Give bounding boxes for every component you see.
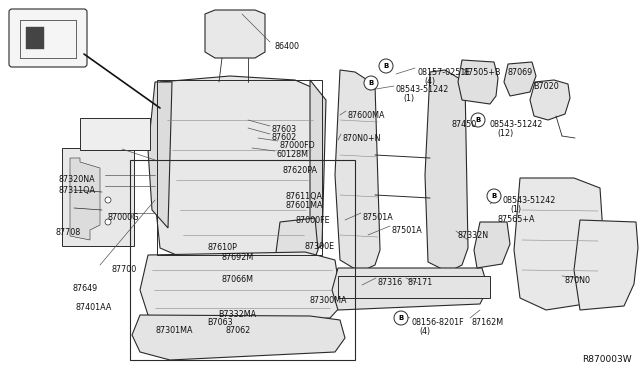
Polygon shape — [530, 80, 570, 120]
Polygon shape — [148, 82, 172, 228]
Text: 87320NA: 87320NA — [58, 175, 95, 184]
Text: R870003W: R870003W — [582, 355, 632, 364]
Text: B: B — [369, 80, 374, 86]
Polygon shape — [332, 268, 488, 310]
Polygon shape — [574, 220, 638, 310]
Text: 87501A: 87501A — [392, 226, 423, 235]
Circle shape — [471, 113, 485, 127]
Text: (4): (4) — [419, 327, 430, 336]
Polygon shape — [155, 76, 322, 260]
Text: B: B — [398, 315, 404, 321]
Text: 87062: 87062 — [225, 326, 250, 335]
Text: B: B — [476, 117, 481, 123]
FancyBboxPatch shape — [9, 9, 87, 67]
Text: 08543-51242: 08543-51242 — [490, 120, 543, 129]
Text: 87000G: 87000G — [107, 213, 138, 222]
Text: 87700: 87700 — [111, 265, 136, 274]
Bar — [62, 148, 134, 246]
Text: 87602: 87602 — [272, 133, 297, 142]
Text: 08543-51242: 08543-51242 — [396, 85, 449, 94]
Polygon shape — [132, 315, 345, 360]
Text: 87601MA: 87601MA — [286, 201, 323, 210]
Text: 87000FE: 87000FE — [296, 216, 331, 225]
Circle shape — [487, 189, 501, 203]
Bar — [130, 160, 355, 360]
Text: (1): (1) — [510, 205, 521, 214]
Polygon shape — [140, 252, 342, 325]
Text: 87620PA: 87620PA — [283, 166, 318, 175]
Circle shape — [364, 76, 378, 90]
Text: B: B — [383, 63, 388, 69]
Polygon shape — [275, 218, 318, 275]
Text: 87610P: 87610P — [207, 243, 237, 252]
Polygon shape — [310, 80, 326, 255]
Text: 87000FD: 87000FD — [280, 141, 316, 150]
Circle shape — [379, 59, 393, 73]
Circle shape — [394, 311, 408, 325]
Text: B7332MA: B7332MA — [218, 310, 256, 319]
Text: 87565+A: 87565+A — [498, 215, 536, 224]
Text: 87692M: 87692M — [222, 253, 254, 262]
Text: 87162M: 87162M — [472, 318, 504, 327]
Bar — [338, 276, 490, 298]
Text: 87300MA: 87300MA — [310, 296, 348, 305]
Text: 870N0+N: 870N0+N — [343, 134, 381, 143]
Text: 870N0: 870N0 — [565, 276, 591, 285]
Text: B: B — [492, 193, 497, 199]
Text: 87401AA: 87401AA — [75, 303, 111, 312]
Text: 87171: 87171 — [408, 278, 433, 287]
Text: (4): (4) — [424, 77, 435, 86]
Text: 87311QA: 87311QA — [58, 186, 95, 195]
Text: 87332N: 87332N — [458, 231, 489, 240]
Text: 87069: 87069 — [508, 68, 533, 77]
Text: 87501A: 87501A — [363, 213, 394, 222]
Polygon shape — [458, 60, 498, 104]
Text: 08156-8201F: 08156-8201F — [412, 318, 465, 327]
Text: 87649: 87649 — [72, 284, 97, 293]
Text: 87301MA: 87301MA — [155, 326, 193, 335]
Text: 87316: 87316 — [378, 278, 403, 287]
Text: 87450: 87450 — [452, 120, 477, 129]
Text: 08543-51242: 08543-51242 — [503, 196, 556, 205]
Circle shape — [105, 219, 111, 225]
Polygon shape — [205, 10, 265, 58]
Polygon shape — [504, 62, 536, 96]
Circle shape — [105, 197, 111, 203]
Text: 87505+B: 87505+B — [464, 68, 502, 77]
Text: 08157-0251E: 08157-0251E — [418, 68, 472, 77]
Bar — [157, 80, 322, 255]
Polygon shape — [514, 178, 606, 310]
Text: 87708: 87708 — [55, 228, 80, 237]
Text: 87066M: 87066M — [222, 275, 254, 284]
Polygon shape — [474, 222, 510, 268]
Text: B7063: B7063 — [207, 318, 232, 327]
Text: 86400: 86400 — [275, 42, 300, 51]
Text: 87603: 87603 — [272, 125, 297, 134]
Polygon shape — [70, 158, 100, 240]
Polygon shape — [425, 70, 468, 272]
Text: (1): (1) — [403, 94, 414, 103]
Text: 60128M: 60128M — [277, 150, 309, 159]
Polygon shape — [335, 70, 380, 272]
Text: 87600MA: 87600MA — [348, 111, 385, 120]
Text: 87611QA: 87611QA — [286, 192, 323, 201]
Bar — [26, 27, 44, 49]
Text: 87300E: 87300E — [305, 242, 335, 251]
Text: (12): (12) — [497, 129, 513, 138]
Text: B7020: B7020 — [533, 82, 559, 91]
Bar — [80, 118, 150, 150]
